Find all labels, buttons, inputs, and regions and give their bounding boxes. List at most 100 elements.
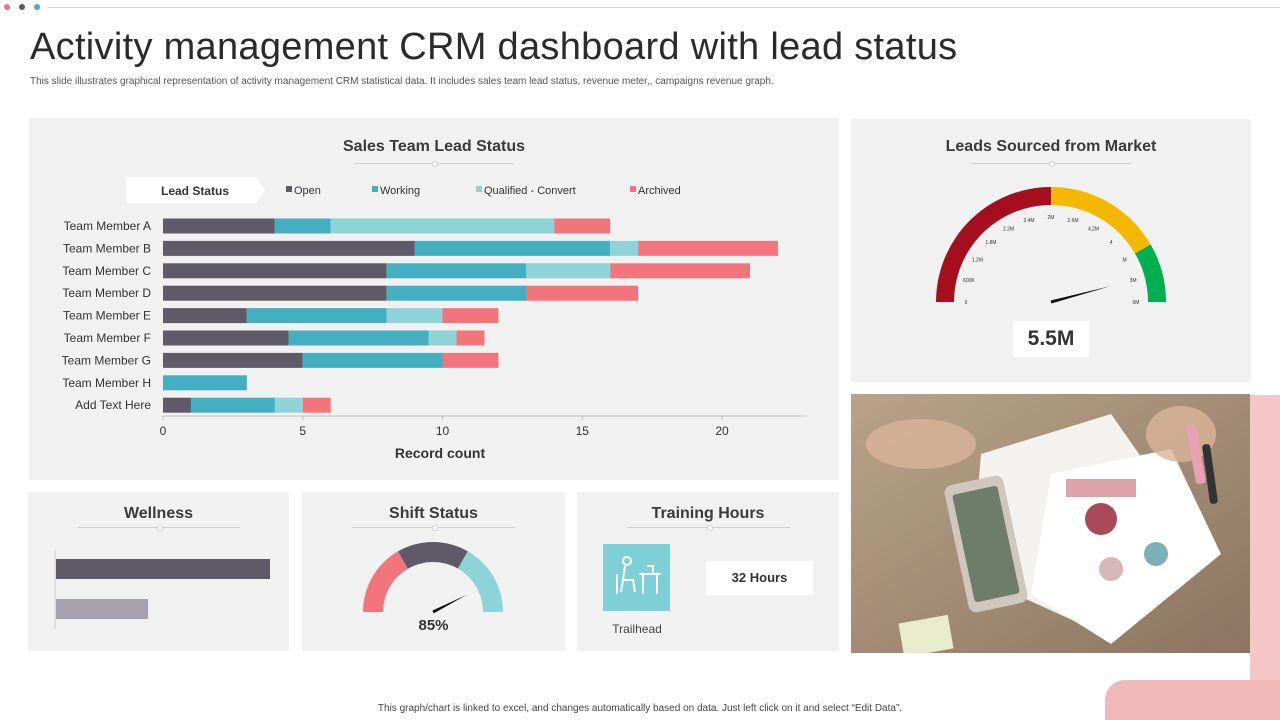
leads-value-box: 5.5M <box>1013 321 1089 357</box>
gauge-tick-label: 2.4M <box>1023 218 1034 224</box>
bar-segment[interactable] <box>386 285 527 301</box>
gauge-needle <box>1050 285 1111 304</box>
desk-photo-illustration <box>851 394 1250 653</box>
gauge-tick-label: 6M <box>1133 300 1140 306</box>
gauge-tick-label: 2M <box>1048 215 1055 221</box>
dot-icon <box>19 4 25 10</box>
gauge-tick-label: 1.8M <box>985 240 996 246</box>
gauge-band <box>1135 244 1166 302</box>
gauge-needle <box>432 594 467 614</box>
bar-segment[interactable] <box>442 308 499 324</box>
window-dots <box>4 4 40 10</box>
gauge-tick-label: 3M <box>1130 278 1137 284</box>
wellness-bar[interactable] <box>56 559 270 579</box>
bar-segment[interactable] <box>274 218 331 234</box>
gauge-band <box>457 551 503 612</box>
category-label: Add Text Here <box>75 398 151 412</box>
bar-segment[interactable] <box>554 218 611 234</box>
bar-segment[interactable] <box>526 285 639 301</box>
person-at-desk-icon <box>603 544 670 611</box>
gauge-band <box>936 187 1051 302</box>
x-tick-label: 15 <box>576 424 590 438</box>
sales-lead-status-panel: Sales Team Lead Status Lead Status Open W… <box>29 118 839 480</box>
gauge-tick-label: 2.2M <box>1003 226 1014 232</box>
page-title: Activity management CRM dashboard with l… <box>30 26 958 68</box>
gauge-tick-label: 600K <box>963 278 975 284</box>
gauge-tick-label: 4.2M <box>1088 226 1099 232</box>
wellness-chart[interactable] <box>28 492 289 651</box>
x-axis-label: Record count <box>395 445 486 461</box>
bar-segment[interactable] <box>330 218 555 234</box>
training-icon-label: Trailhead <box>612 622 662 636</box>
bar-segment[interactable] <box>386 263 527 279</box>
legend-item: Working <box>380 185 420 197</box>
legend-swatch <box>286 186 292 192</box>
bar-segment[interactable] <box>442 352 499 368</box>
bar-segment[interactable] <box>274 397 303 413</box>
shift-gauge[interactable] <box>302 532 565 632</box>
bar-segment[interactable] <box>163 352 303 368</box>
bar-segment[interactable] <box>610 240 639 256</box>
wellness-bar[interactable] <box>56 599 149 619</box>
gauge-tick-label: 4 <box>1110 240 1113 246</box>
bar-segment[interactable] <box>190 397 275 413</box>
x-tick-label: 0 <box>160 424 167 438</box>
x-tick-label: 10 <box>436 424 450 438</box>
gauge-band <box>363 551 408 612</box>
gauge-tick-label: 2.6M <box>1067 218 1078 224</box>
top-divider <box>48 7 1280 8</box>
bar-segment[interactable] <box>638 240 778 256</box>
desk-photo <box>851 394 1250 653</box>
sales-lead-chart[interactable]: Lead Status Open Working Qualified - Conve… <box>29 118 839 480</box>
bar-segment[interactable] <box>163 397 191 413</box>
bar-segment[interactable] <box>302 397 331 413</box>
wellness-title: Wellness <box>123 505 194 522</box>
bar-segment[interactable] <box>610 263 750 279</box>
leads-gauge[interactable]: 0 600K 1.2M 1.8M 2.2M 2.4M 2M 2.6M 4.2M 4 M 3M 6M <box>851 177 1251 377</box>
bar-segment[interactable] <box>163 375 247 391</box>
title-underline <box>78 525 240 531</box>
shift-value: 85% <box>418 617 449 634</box>
training-title: Training Hours <box>651 505 765 522</box>
dot-icon <box>34 4 40 10</box>
gauge-tick-label: 0 <box>965 300 968 306</box>
bar-segment[interactable] <box>163 285 387 301</box>
bar-segment[interactable] <box>163 330 289 346</box>
sales-chart-title: Sales Team Lead Status <box>343 138 525 155</box>
gauge-tick-label: 1.2M <box>972 258 983 264</box>
category-label: Team Member F <box>64 331 151 345</box>
leads-market-panel: Leads Sourced from Market 0 600K 1.2M 1.8M 2… <box>851 119 1251 382</box>
decorative-shape <box>1105 680 1280 720</box>
bar-segment[interactable] <box>288 330 429 346</box>
bar-segment[interactable] <box>163 308 247 324</box>
page-subtitle: This slide illustrates graphical represe… <box>30 76 774 87</box>
title-underline <box>971 161 1131 167</box>
dot-icon <box>4 4 10 10</box>
gauge-tick-label: M <box>1123 258 1127 264</box>
decorative-shape <box>1250 395 1280 720</box>
bar-segment[interactable] <box>456 330 485 346</box>
bar-segment[interactable] <box>163 240 415 256</box>
category-label: Team Member A <box>64 219 151 233</box>
legend-item: Open <box>294 185 321 197</box>
bar-segment[interactable] <box>246 308 387 324</box>
legend-swatch <box>476 186 482 192</box>
legend-item: Qualified - Convert <box>484 185 576 197</box>
category-label: Team Member C <box>62 264 151 278</box>
shift-title: Shift Status <box>389 505 478 522</box>
bar-segment[interactable] <box>386 308 443 324</box>
category-label: Team Member G <box>62 353 151 367</box>
bar-segment[interactable] <box>163 218 275 234</box>
bar-segment[interactable] <box>526 263 611 279</box>
legend-title: Lead Status <box>161 184 229 198</box>
training-hours-value: 32 Hours <box>706 561 813 595</box>
leads-gauge-title: Leads Sourced from Market <box>945 138 1157 155</box>
bar-segment[interactable] <box>302 352 443 368</box>
bar-segment[interactable] <box>163 263 387 279</box>
x-tick-label: 5 <box>299 424 306 438</box>
bar-segment[interactable] <box>414 240 611 256</box>
title-underline <box>352 525 515 531</box>
training-hours-panel: Training Hours Trailhead 32 Hours <box>577 492 839 651</box>
bar-segment[interactable] <box>428 330 457 346</box>
